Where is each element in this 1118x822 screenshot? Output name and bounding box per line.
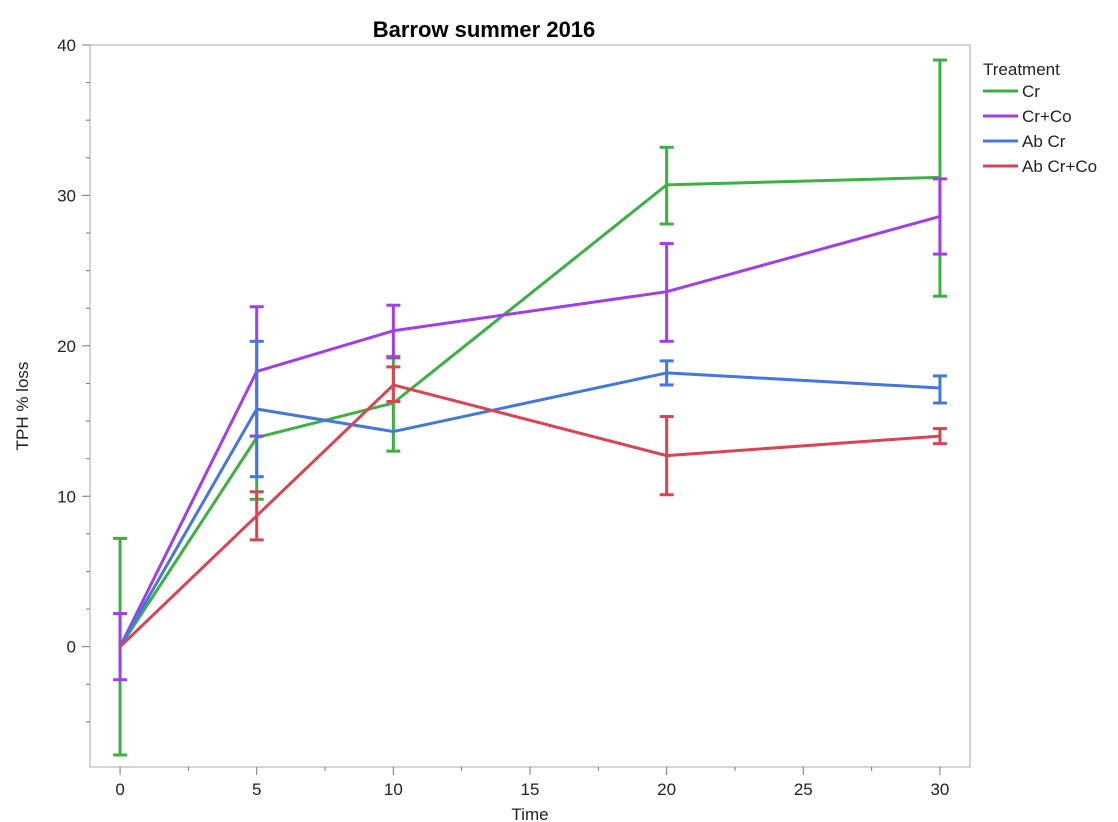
legend-title: Treatment — [983, 60, 1060, 79]
x-tick-label: 15 — [521, 780, 540, 799]
legend-item-label: Cr+Co — [1022, 107, 1072, 126]
y-tick-label: 20 — [57, 337, 76, 356]
series-line — [119, 383, 941, 648]
x-tick-label: 10 — [384, 780, 403, 799]
x-tick-label: 20 — [657, 780, 676, 799]
y-tick-label: 0 — [67, 638, 76, 657]
y-axis: 0 10 20 30 40 — [57, 36, 90, 723]
chart-title: Barrow summer 2016 — [373, 17, 596, 42]
y-tick-label: 30 — [57, 186, 76, 205]
series-line — [118, 371, 941, 648]
legend: Treatment Cr Cr+Co Ab Cr Ab Cr+Co — [983, 60, 1097, 176]
legend-item-label: Cr — [1022, 82, 1040, 101]
legend-item-label: Ab Cr — [1022, 132, 1066, 151]
series-ab-cr-co — [119, 365, 947, 648]
x-axis: 0 5 10 15 20 25 30 — [115, 767, 949, 799]
x-axis-label: Time — [511, 805, 548, 822]
x-tick-label: 25 — [794, 780, 813, 799]
series-layer — [113, 58, 947, 757]
legend-item-label: Ab Cr+Co — [1022, 157, 1097, 176]
y-tick-label: 40 — [57, 36, 76, 55]
x-tick-label: 5 — [252, 780, 261, 799]
series-ab-cr — [118, 339, 947, 648]
plot-frame — [89, 44, 971, 768]
x-tick-label: 30 — [930, 780, 949, 799]
x-tick-label: 0 — [115, 780, 124, 799]
series-cr-co — [113, 177, 947, 682]
y-axis-label: TPH % loss — [13, 362, 32, 451]
y-tick-label: 10 — [57, 487, 76, 506]
series-line — [118, 175, 940, 648]
